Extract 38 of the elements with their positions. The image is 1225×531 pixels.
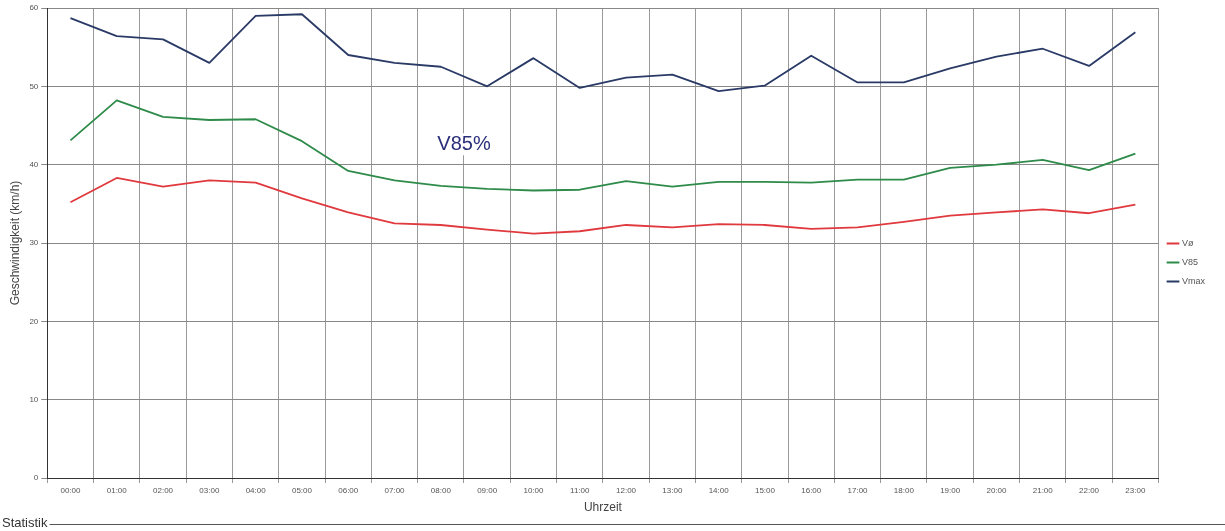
- legend-label: Vø: [1181, 237, 1194, 248]
- y-tick-label: 20: [29, 316, 39, 326]
- x-tick-label: 08:00: [430, 486, 452, 495]
- legend-label: Vmax: [1181, 275, 1206, 286]
- x-tick-label: 23:00: [1125, 486, 1146, 495]
- y-axis-title: Geschwindigkeit (km/h): [7, 180, 22, 306]
- x-tick-label: 20:00: [986, 486, 1007, 495]
- x-tick-label: 17:00: [847, 486, 869, 495]
- x-tick-label: 02:00: [153, 486, 174, 495]
- y-tick-label: 10: [29, 394, 39, 404]
- x-tick-label: 18:00: [893, 486, 915, 495]
- y-tick-label: 0: [33, 473, 39, 483]
- x-tick-label: 01:00: [106, 486, 128, 495]
- x-tick-label: 00:00: [60, 486, 81, 495]
- x-tick-label: 12:00: [616, 486, 637, 495]
- x-tick-label: 15:00: [754, 486, 776, 495]
- annotation: V85%: [437, 131, 491, 154]
- x-tick-label: 06:00: [338, 486, 359, 495]
- x-tick-label: 10:00: [523, 486, 544, 495]
- x-axis-title: Uhrzeit: [583, 500, 623, 515]
- x-tick-label: 13:00: [662, 486, 683, 495]
- y-tick-label: 40: [29, 159, 39, 169]
- x-tick-label: 03:00: [199, 486, 220, 495]
- x-tick-label: 22:00: [1079, 486, 1100, 495]
- y-tick-label: 30: [29, 238, 39, 248]
- x-tick-label: 16:00: [801, 486, 822, 495]
- x-tick-label: 14:00: [708, 486, 730, 495]
- x-tick-label: 11:00: [570, 486, 590, 495]
- x-tick-label: 09:00: [477, 486, 498, 495]
- x-tick-label: 19:00: [940, 486, 961, 495]
- y-tick-label: 50: [29, 81, 39, 91]
- x-tick-label: 05:00: [291, 486, 313, 495]
- y-tick-label: 60: [29, 3, 39, 13]
- legend-label: V85: [1181, 256, 1199, 267]
- text: Statistik: [2, 515, 49, 531]
- x-tick-label: 21:00: [1032, 486, 1054, 495]
- x-tick-label: 04:00: [245, 486, 267, 495]
- x-tick-label: 07:00: [384, 486, 406, 495]
